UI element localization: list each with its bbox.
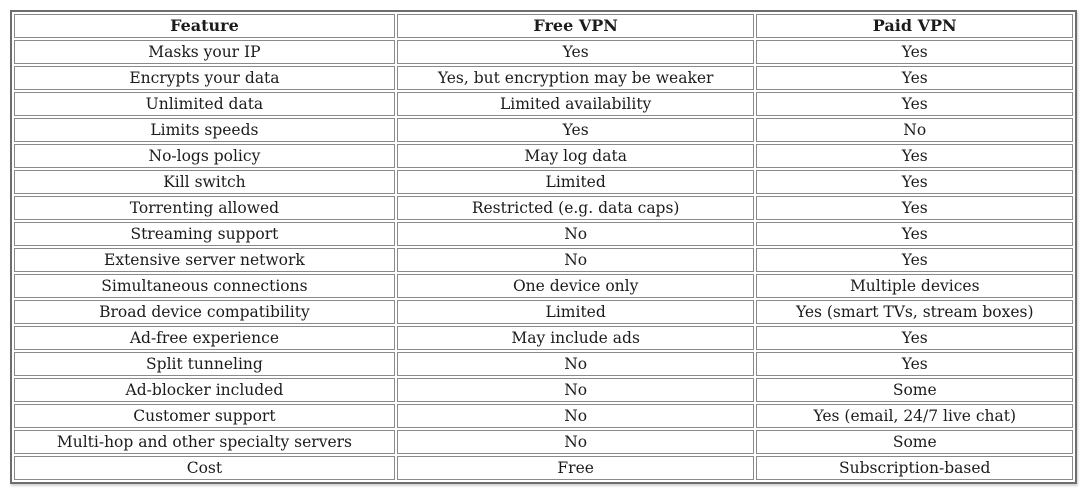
paid-vpn-cell: Yes <box>756 92 1073 116</box>
free-vpn-cell: No <box>396 404 755 428</box>
paid-vpn-cell: Yes <box>756 144 1073 168</box>
feature-cell: No-logs policy <box>14 144 395 168</box>
feature-cell: Ad-free experience <box>14 326 395 350</box>
feature-cell: Limits speeds <box>14 118 395 142</box>
feature-cell: Multi-hop and other specialty servers <box>14 430 395 454</box>
paid-vpn-cell: Yes <box>756 196 1073 220</box>
table-row: Streaming support No Yes <box>14 222 1073 246</box>
paid-vpn-cell: Yes <box>756 248 1073 272</box>
paid-vpn-cell: Multiple devices <box>756 274 1073 298</box>
free-vpn-cell: May log data <box>396 144 755 168</box>
feature-cell: Cost <box>14 456 395 480</box>
table-row: Multi-hop and other specialty servers No S… <box>14 430 1073 454</box>
table-row: Ad-free experience May include ads Yes <box>14 326 1073 350</box>
header-feature: Feature <box>14 14 395 38</box>
paid-vpn-cell: Yes <box>756 222 1073 246</box>
free-vpn-cell: Yes <box>396 118 755 142</box>
free-vpn-cell: Limited <box>396 300 755 324</box>
paid-vpn-cell: Yes <box>756 352 1073 376</box>
table-row: Torrenting allowed Restricted (e.g. data … <box>14 196 1073 220</box>
free-vpn-cell: No <box>396 378 755 402</box>
free-vpn-cell: Limited availability <box>396 92 755 116</box>
paid-vpn-cell: No <box>756 118 1073 142</box>
free-vpn-cell: Limited <box>396 170 755 194</box>
table-row: Split tunneling No Yes <box>14 352 1073 376</box>
paid-vpn-cell: Yes <box>756 326 1073 350</box>
paid-vpn-cell: Yes <box>756 170 1073 194</box>
table-row: Unlimited data Limited availability Yes <box>14 92 1073 116</box>
paid-vpn-cell: Yes (email, 24/7 live chat) <box>756 404 1073 428</box>
paid-vpn-cell: Yes (smart TVs, stream boxes) <box>756 300 1073 324</box>
free-vpn-cell: Yes <box>396 40 755 64</box>
feature-cell: Masks your IP <box>14 40 395 64</box>
table-row: Encrypts your data Yes, but encryption ma… <box>14 66 1073 90</box>
table-row: Masks your IP Yes Yes <box>14 40 1073 64</box>
paid-vpn-cell: Some <box>756 378 1073 402</box>
free-vpn-cell: No <box>396 222 755 246</box>
feature-cell: Extensive server network <box>14 248 395 272</box>
table-row: Customer support No Yes (email, 24/7 live … <box>14 404 1073 428</box>
table-row: Ad-blocker included No Some <box>14 378 1073 402</box>
table-row: Simultaneous connections One device only M… <box>14 274 1073 298</box>
feature-cell: Kill switch <box>14 170 395 194</box>
vpn-comparison-table-container: Feature Free VPN Paid VPN Masks your IP Y… <box>10 10 1077 484</box>
table-row: Broad device compatibility Limited Yes (sm… <box>14 300 1073 324</box>
table-row: Extensive server network No Yes <box>14 248 1073 272</box>
feature-cell: Simultaneous connections <box>14 274 395 298</box>
free-vpn-cell: Free <box>396 456 755 480</box>
table-body: Masks your IP Yes Yes Encrypts your data Yes… <box>14 40 1073 480</box>
paid-vpn-cell: Some <box>756 430 1073 454</box>
free-vpn-cell: No <box>396 248 755 272</box>
feature-cell: Split tunneling <box>14 352 395 376</box>
feature-cell: Torrenting allowed <box>14 196 395 220</box>
free-vpn-cell: Yes, but encryption may be weaker <box>396 66 755 90</box>
header-free-vpn: Free VPN <box>396 14 755 38</box>
free-vpn-cell: No <box>396 430 755 454</box>
table-row: Limits speeds Yes No <box>14 118 1073 142</box>
free-vpn-cell: One device only <box>396 274 755 298</box>
free-vpn-cell: May include ads <box>396 326 755 350</box>
free-vpn-cell: Restricted (e.g. data caps) <box>396 196 755 220</box>
paid-vpn-cell: Yes <box>756 40 1073 64</box>
paid-vpn-cell: Yes <box>756 66 1073 90</box>
table-row: No-logs policy May log data Yes <box>14 144 1073 168</box>
feature-cell: Encrypts your data <box>14 66 395 90</box>
feature-cell: Customer support <box>14 404 395 428</box>
feature-cell: Ad-blocker included <box>14 378 395 402</box>
paid-vpn-cell: Subscription-based <box>756 456 1073 480</box>
header-row: Feature Free VPN Paid VPN <box>14 14 1073 38</box>
header-paid-vpn: Paid VPN <box>756 14 1073 38</box>
feature-cell: Broad device compatibility <box>14 300 395 324</box>
table-row: Cost Free Subscription-based <box>14 456 1073 480</box>
feature-cell: Streaming support <box>14 222 395 246</box>
vpn-comparison-table: Feature Free VPN Paid VPN Masks your IP Y… <box>10 10 1077 484</box>
free-vpn-cell: No <box>396 352 755 376</box>
feature-cell: Unlimited data <box>14 92 395 116</box>
table-row: Kill switch Limited Yes <box>14 170 1073 194</box>
